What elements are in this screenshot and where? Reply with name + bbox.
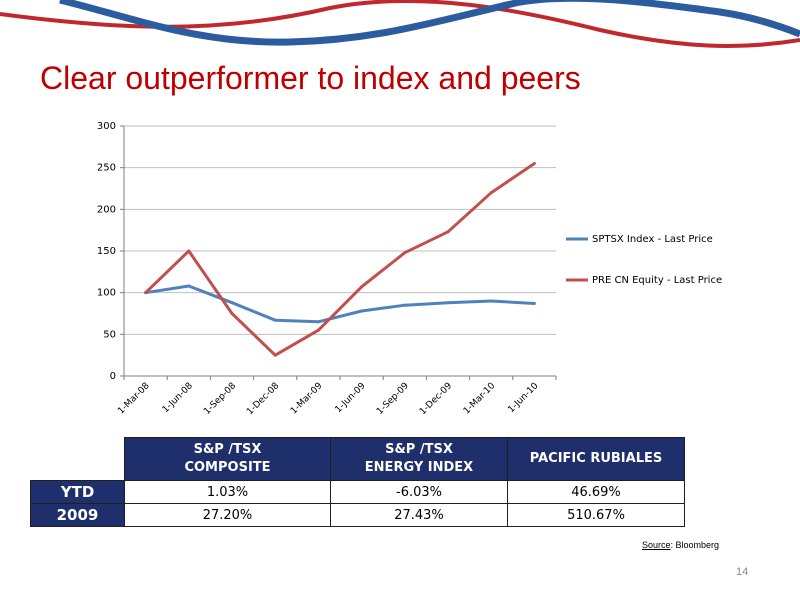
y-tick-label: 250: [97, 163, 116, 174]
chart-axes: [120, 125, 557, 380]
data-point: [489, 191, 493, 195]
y-tick-label: 150: [97, 246, 116, 257]
data-point: [187, 284, 191, 288]
data-point: [360, 309, 364, 313]
table-cell: 46.69%: [507, 480, 685, 504]
series-line-2: [144, 162, 536, 357]
slide-title: Clear outperformer to index and peers: [40, 60, 581, 96]
x-tick-label: 1-Dec-09: [418, 381, 454, 417]
blue-wave: [59, 0, 800, 46]
table-cell: -6.03%: [330, 480, 508, 504]
header-sptsx-energy: S&P /TSX ENERGY INDEX: [330, 437, 508, 481]
table-header-row: S&P /TSX COMPOSITE S&P /TSX ENERGY INDEX…: [31, 437, 685, 481]
chart-series: [144, 162, 536, 357]
decorative-waves: [0, 0, 800, 48]
data-point: [360, 285, 364, 289]
x-tick-label: 1-Dec-08: [245, 381, 281, 417]
row-label-2009: 2009: [30, 503, 125, 527]
legend-label: SPTSX Index - Last Price: [592, 234, 713, 245]
data-point: [273, 318, 277, 322]
source-note: Source: Bloomberg: [642, 540, 719, 550]
x-tick-label: 1-Jun-10: [506, 381, 540, 415]
x-tick-label: 1-Jun-09: [334, 381, 368, 415]
x-tick-label: 1-Mar-10: [462, 381, 498, 417]
data-point: [230, 312, 234, 315]
y-tick-label: 300: [97, 121, 116, 132]
data-point: [489, 299, 493, 303]
x-tick-label: 1-Sep-08: [202, 381, 238, 417]
header-sptsx-composite: S&P /TSX COMPOSITE: [124, 437, 331, 481]
source-label: Source: [642, 540, 671, 550]
data-point: [446, 230, 450, 234]
data-point: [230, 301, 234, 305]
table-cell: 27.43%: [330, 503, 508, 527]
table-cell: 1.03%: [124, 480, 331, 504]
data-point: [187, 249, 191, 253]
x-tick-label: 1-Mar-09: [289, 381, 325, 417]
performance-table: S&P /TSX COMPOSITE S&P /TSX ENERGY INDEX…: [30, 437, 685, 527]
table-row: YTD 1.03% -6.03% 46.69%: [30, 480, 685, 504]
data-point: [273, 353, 277, 357]
y-tick-label: 0: [110, 371, 116, 382]
x-tick-label: 1-Sep-09: [375, 381, 411, 417]
table-cell: 510.67%: [507, 503, 685, 527]
page-number: 14: [736, 566, 749, 578]
data-point: [403, 251, 407, 255]
header-pacific-rubiales: PACIFIC RUBIALES: [507, 437, 685, 481]
table-row: 2009 27.20% 27.43% 510.67%: [30, 503, 685, 527]
series-line-1: [145, 284, 535, 324]
data-point: [532, 302, 536, 305]
data-point: [403, 303, 407, 307]
x-tick-label: 1-Jun-08: [161, 381, 195, 415]
table-cell: 27.20%: [124, 503, 331, 527]
row-label-ytd: YTD: [30, 480, 125, 504]
data-point: [144, 291, 148, 295]
table-corner: [31, 438, 125, 481]
data-point: [316, 328, 320, 332]
y-tick-label: 50: [103, 329, 116, 340]
source-value: : Bloomberg: [670, 540, 720, 550]
data-point: [532, 162, 536, 165]
y-tick-label: 200: [97, 204, 116, 215]
y-tick-label: 100: [97, 288, 116, 299]
x-axis-tick-labels: 1-Mar-08 1-Jun-08 1-Sep-08 1-Dec-08 1-Mar-09…: [116, 381, 540, 417]
y-axis-tick-labels: 0 50 100 150 200 250 300: [97, 121, 116, 382]
data-point: [446, 301, 450, 305]
legend-label: PRE CN Equity - Last Price: [592, 275, 722, 286]
x-tick-label: 1-Mar-08: [116, 381, 152, 417]
chart-legend: SPTSX Index - Last Price PRE CN Equity - …: [566, 234, 722, 286]
data-point: [316, 320, 320, 324]
